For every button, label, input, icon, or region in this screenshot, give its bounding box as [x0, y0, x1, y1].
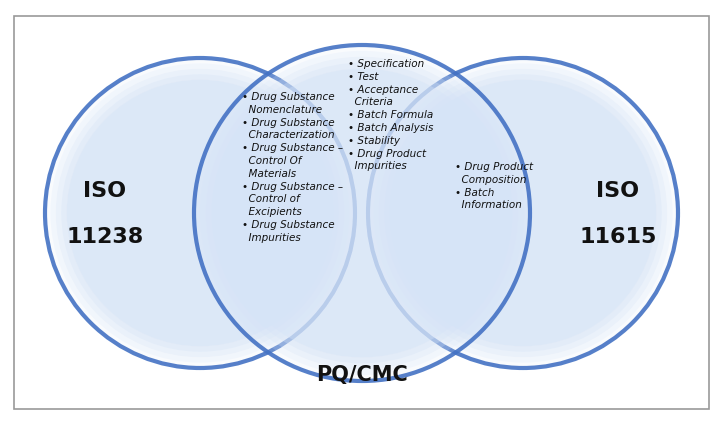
Circle shape	[212, 63, 513, 363]
Circle shape	[200, 52, 524, 375]
Circle shape	[51, 64, 350, 363]
Circle shape	[67, 81, 333, 346]
Circle shape	[368, 59, 678, 368]
Circle shape	[61, 75, 338, 352]
Circle shape	[45, 59, 355, 368]
Circle shape	[373, 64, 672, 363]
Text: • Specification
• Test
• Acceptance
  Criteria
• Batch Formula
• Batch Analysis
: • Specification • Test • Acceptance Crit…	[348, 59, 433, 171]
Circle shape	[56, 70, 344, 357]
Circle shape	[385, 75, 662, 352]
Circle shape	[390, 81, 656, 346]
Circle shape	[379, 70, 667, 357]
Text: • Drug Product
  Composition
• Batch
  Information: • Drug Product Composition • Batch Infor…	[455, 161, 533, 210]
Circle shape	[194, 46, 530, 381]
Text: ISO

11615: ISO 11615	[579, 180, 656, 247]
Circle shape	[218, 69, 507, 358]
Text: • Drug Substance
  Nomenclature
• Drug Substance
  Characterization
• Drug Subst: • Drug Substance Nomenclature • Drug Sub…	[242, 92, 343, 242]
Text: PQ/CMC: PQ/CMC	[316, 364, 408, 384]
Circle shape	[206, 58, 518, 369]
Text: ISO

11238: ISO 11238	[67, 180, 144, 247]
